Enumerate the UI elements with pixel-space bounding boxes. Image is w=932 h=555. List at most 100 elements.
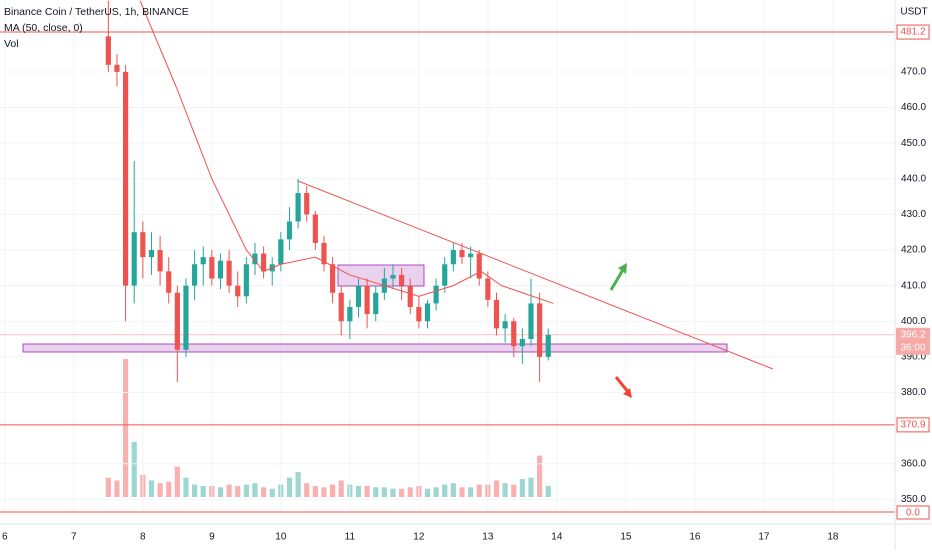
x-tick-label: 14 — [551, 532, 563, 543]
volume-bar — [217, 487, 224, 497]
y-tick-label: 380.0 — [901, 387, 926, 398]
x-tick-label: 11 — [345, 532, 356, 543]
candle-body — [166, 271, 172, 293]
last-price-label: 396.2 — [900, 329, 925, 340]
volume-bar — [459, 487, 465, 497]
candle-body — [355, 285, 362, 307]
volume-bar — [493, 480, 500, 497]
x-tick-label: 15 — [620, 532, 632, 543]
volume-bar — [312, 485, 318, 497]
price-label: 370.9 — [900, 420, 925, 431]
candle-body — [537, 303, 543, 357]
candle-body — [407, 285, 413, 307]
volume-bar — [330, 484, 336, 497]
grid-layer — [0, 0, 895, 510]
volume-bar — [105, 477, 111, 497]
candle-body — [312, 214, 318, 243]
volume-bar — [399, 488, 405, 497]
candle-body — [476, 253, 482, 279]
volume-bar — [226, 484, 232, 497]
volume-bar — [200, 485, 206, 497]
candle-body — [347, 306, 353, 322]
candle-body — [468, 253, 474, 258]
arrow-down-head — [623, 388, 632, 398]
x-tick-label: 7 — [71, 532, 77, 543]
candle-body — [286, 221, 293, 240]
volume-bar — [295, 472, 301, 497]
candle-body — [226, 260, 232, 286]
candle-body — [528, 303, 534, 340]
y-tick-label: 460.0 — [901, 102, 926, 113]
volume-bar — [476, 484, 482, 497]
y-tick-label: 410.0 — [901, 280, 926, 291]
volume-bar — [519, 479, 525, 497]
candle-body — [140, 232, 146, 258]
x-tick-label: 9 — [209, 532, 215, 543]
candle-body — [174, 292, 180, 350]
candle-body — [442, 264, 448, 286]
volume-bar — [192, 484, 198, 497]
overlay-layer — [0, 0, 895, 426]
last-price-box — [896, 327, 930, 355]
candle-body — [243, 264, 249, 297]
volume-bar — [364, 485, 370, 497]
y-tick-label: 450.0 — [901, 138, 926, 149]
candle-body — [114, 64, 120, 72]
volume-bar — [148, 480, 155, 497]
y-tick-label: 360.0 — [901, 458, 926, 469]
candle-body — [485, 278, 491, 300]
candle-body — [433, 285, 439, 304]
volume-bar — [450, 483, 456, 497]
arrow-up — [609, 267, 626, 291]
volume-bar — [442, 484, 448, 497]
candle-body — [105, 36, 111, 65]
y-tick-label: 390.0 — [901, 351, 926, 362]
x-tick-label: 18 — [827, 532, 839, 543]
x-tick-label: 6 — [2, 532, 8, 543]
arrow-down — [614, 376, 631, 394]
y-tick-label: 470.0 — [901, 67, 926, 78]
y-tick-label: 350.0 — [901, 494, 926, 505]
volume-bar — [424, 488, 431, 497]
candle-body — [390, 274, 396, 279]
chart-title: Binance Coin / TetherUS, 1h, BINANCE — [4, 6, 189, 18]
candle-body — [123, 71, 129, 286]
price-label-box — [896, 24, 930, 40]
candle-body — [321, 242, 327, 265]
volume-bar — [373, 487, 379, 497]
volume-bar — [528, 477, 534, 497]
candle-body — [364, 285, 370, 315]
x-tick-label: 12 — [413, 532, 425, 543]
candle-body — [235, 285, 241, 297]
ma-line — [139, 0, 554, 304]
candle-body — [304, 193, 310, 215]
y-tick-label: 440.0 — [901, 173, 926, 184]
trend-line — [297, 180, 774, 370]
price-label: 481.2 — [900, 27, 925, 38]
volume-bar — [114, 480, 120, 497]
candle-body — [278, 239, 284, 265]
candle-body — [330, 264, 336, 293]
candle-body — [148, 250, 155, 258]
volume-bar — [545, 485, 551, 497]
zero-label-box — [896, 505, 930, 520]
candle-body — [459, 250, 465, 258]
price-label-box — [896, 417, 930, 433]
y-tick-label: 420.0 — [901, 245, 926, 256]
volume-layer — [105, 359, 551, 497]
candle-body — [261, 253, 267, 272]
indicator-label: MA (50, close, 0) — [4, 22, 83, 34]
candle-body — [338, 292, 344, 322]
x-tick-label: 10 — [275, 532, 287, 543]
candle-body — [252, 253, 258, 265]
candle-body — [295, 193, 301, 222]
candle-body — [519, 339, 525, 347]
candle-body — [545, 334, 551, 357]
candle-body — [416, 306, 422, 322]
currency-label: USDT — [900, 7, 927, 18]
volume-bar — [269, 488, 275, 497]
candle-body — [424, 303, 431, 322]
volume-bar — [433, 487, 439, 497]
candle-body — [493, 299, 500, 329]
